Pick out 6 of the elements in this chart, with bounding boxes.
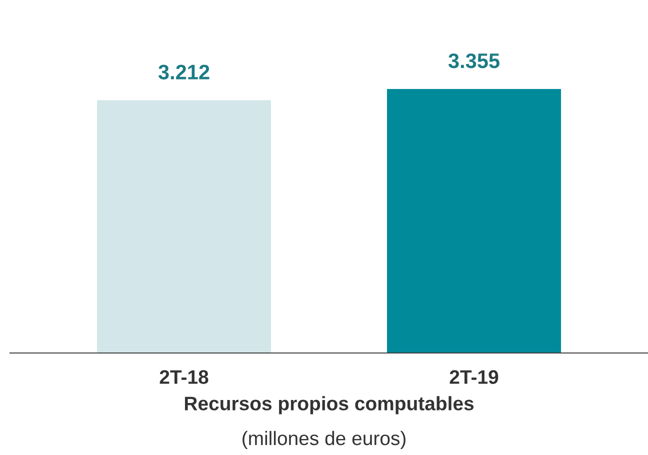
data-label: 3.355 [448,53,500,68]
data-label: 3.212 [158,64,210,80]
x-tick-label: 2T-19 [450,370,498,384]
x-axis-title: Recursos propios computables [184,396,474,414]
text: (millones de euros) [242,430,406,450]
x-tick-label: 2T-18 [160,370,208,384]
